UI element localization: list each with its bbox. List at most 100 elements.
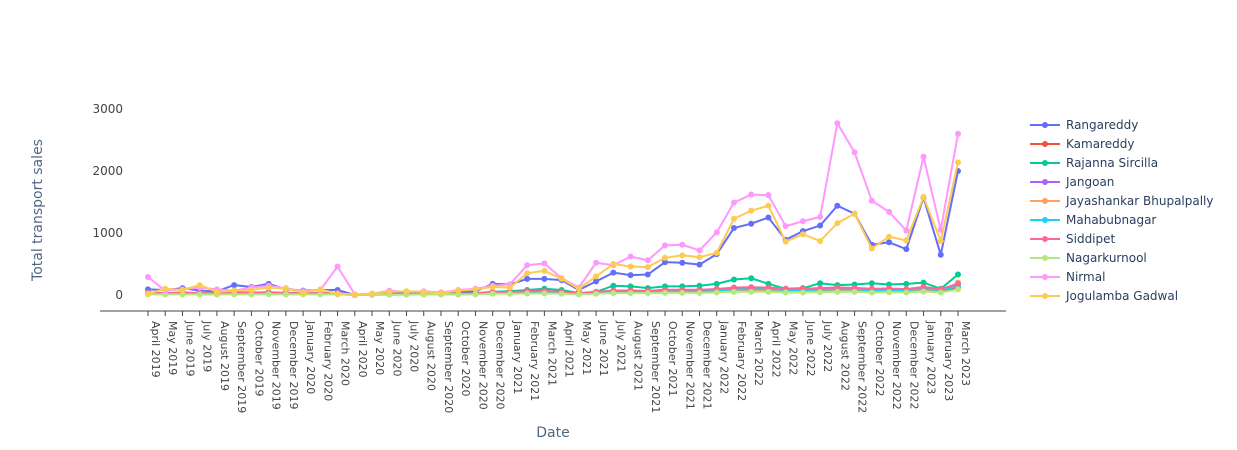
data-point (782, 223, 789, 230)
data-point (886, 289, 893, 296)
data-point (851, 149, 858, 156)
data-point (506, 284, 513, 291)
x-tick-label: December 2021 (700, 321, 713, 410)
x-tick-label: August 2020 (425, 321, 438, 391)
data-point (834, 202, 841, 209)
x-tick-label: April 2021 (563, 321, 576, 378)
data-point (420, 288, 427, 295)
data-point (506, 290, 513, 297)
data-point (834, 284, 841, 291)
data-point (799, 218, 806, 225)
x-tick-label: July 2021 (614, 320, 627, 372)
data-point (524, 270, 531, 277)
data-point (627, 263, 634, 270)
data-point (903, 289, 910, 296)
data-point (369, 290, 376, 297)
data-point (817, 238, 824, 245)
legend-item[interactable]: Siddipet (1030, 232, 1116, 246)
data-point (937, 289, 944, 296)
legend-marker (1042, 160, 1048, 166)
data-point (748, 207, 755, 214)
y-axis-title: Total transport sales (30, 139, 46, 282)
x-tick-label: April 2019 (149, 321, 162, 378)
data-point (696, 247, 703, 254)
data-point (489, 290, 496, 297)
legend-item[interactable]: Kamareddy (1030, 137, 1134, 151)
data-point (231, 287, 238, 294)
x-tick-label: November 2019 (270, 321, 283, 410)
x-tick-label: December 2022 (907, 321, 920, 410)
data-point (955, 286, 961, 293)
data-point (145, 274, 151, 281)
x-tick-label: June 2020 (390, 320, 403, 376)
data-point (713, 249, 720, 256)
data-point (679, 252, 686, 259)
data-point (748, 220, 755, 227)
x-tick-label: July 2020 (408, 320, 421, 372)
x-tick-label: September 2019 (235, 321, 248, 413)
data-point (817, 289, 824, 296)
x-tick-label: December 2020 (494, 321, 507, 410)
data-point (248, 287, 255, 294)
data-point (541, 275, 548, 282)
series-line (147, 162, 959, 296)
x-tick-label: August 2019 (218, 321, 231, 391)
x-axis-title: Date (536, 425, 569, 441)
data-point (610, 261, 617, 267)
data-point (317, 286, 324, 293)
data-point (799, 289, 806, 296)
data-point (662, 289, 669, 296)
data-point (265, 284, 272, 291)
data-point (558, 290, 565, 297)
x-tick-label: October 2021 (666, 321, 679, 397)
legend-marker (1042, 255, 1048, 261)
data-point (455, 287, 462, 294)
legend-item[interactable]: Jangoan (1030, 175, 1114, 189)
data-point (730, 215, 737, 222)
data-point (903, 227, 910, 234)
legend-item[interactable]: Jogulamba Gadwal (1030, 289, 1178, 303)
legend-label: Mahabubnagar (1066, 213, 1156, 227)
legend-item[interactable]: Nagarkurnool (1030, 251, 1147, 265)
data-point (937, 251, 944, 258)
data-point (696, 254, 703, 261)
legend-item[interactable]: Jayashankar Bhupalpally (1030, 194, 1214, 208)
data-point (748, 191, 755, 198)
data-point (524, 262, 531, 269)
data-point (886, 239, 893, 246)
data-point (282, 285, 289, 292)
legend-item[interactable]: Mahabubnagar (1030, 213, 1156, 227)
data-point (644, 271, 651, 278)
data-point (179, 287, 186, 294)
data-point (920, 288, 927, 295)
data-point (920, 153, 927, 160)
y-tick-label: 1000 (92, 226, 123, 240)
data-point (679, 289, 686, 296)
legend-item[interactable]: Rajanna Sircilla (1030, 156, 1158, 170)
data-point (489, 283, 496, 290)
legend-item[interactable]: Nirmal (1030, 270, 1105, 284)
data-point (593, 273, 600, 280)
legend-label: Siddipet (1066, 232, 1116, 246)
data-point (886, 233, 893, 240)
legend-label: Jayashankar Bhupalpally (1065, 194, 1214, 208)
legend-marker (1042, 179, 1048, 185)
data-point (196, 291, 203, 298)
x-tick-label: January 2021 (511, 320, 524, 394)
data-point (730, 199, 737, 206)
series-rangareddy (145, 168, 961, 298)
x-tick-label: March 2021 (545, 321, 558, 386)
data-point (575, 285, 582, 292)
data-point (679, 259, 686, 266)
data-point (662, 242, 669, 249)
data-point (610, 282, 617, 289)
data-point (903, 246, 910, 253)
data-point (920, 283, 927, 290)
legend-label: Kamareddy (1066, 137, 1134, 151)
data-point (593, 259, 600, 266)
x-tick-label: February 2021 (528, 321, 541, 401)
legend-item[interactable]: Rangareddy (1030, 118, 1138, 132)
data-point (403, 288, 410, 295)
x-tick-label: February 2022 (735, 321, 748, 401)
